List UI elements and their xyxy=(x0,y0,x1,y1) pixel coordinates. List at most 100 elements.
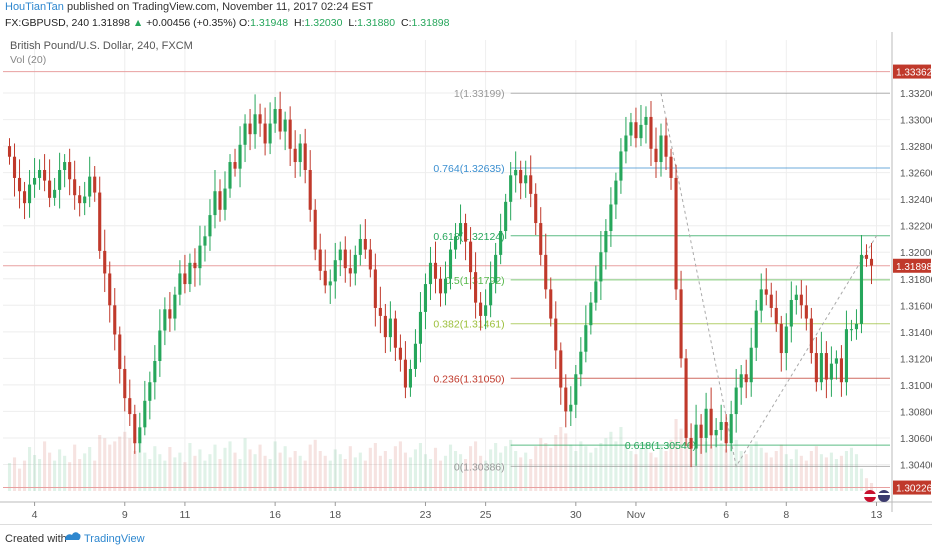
price-tag-label: 1.33362 xyxy=(896,68,932,79)
price-tick-label: 1.31600 xyxy=(900,301,932,312)
candle-body xyxy=(774,307,778,324)
candle-body xyxy=(328,281,332,286)
volume-bar xyxy=(539,438,543,491)
candle-body xyxy=(183,273,187,285)
candle-body xyxy=(574,374,578,405)
volume-bar xyxy=(699,435,703,491)
volume-bar xyxy=(714,438,718,491)
author-link[interactable]: HouTianTan xyxy=(5,1,64,13)
high-label: H: xyxy=(293,17,305,29)
candle-body xyxy=(128,398,132,415)
candle-body xyxy=(248,123,252,135)
price-tick-label: 1.32200 xyxy=(900,222,932,233)
fib-trend-line xyxy=(660,93,877,468)
price-tick-label: 1.31000 xyxy=(900,381,932,392)
volume-bar xyxy=(398,441,402,491)
volume-bar xyxy=(544,443,548,491)
candle-body xyxy=(549,289,553,319)
volume-bar xyxy=(749,446,753,491)
volume-bar xyxy=(263,455,267,491)
candle-body xyxy=(594,281,598,303)
candle-body xyxy=(504,201,508,232)
volume-bar xyxy=(679,428,683,491)
high-value: 1.32030 xyxy=(304,17,343,29)
volume-bar xyxy=(469,446,473,491)
price-tick-label: 1.32800 xyxy=(900,142,932,153)
time-tick-label: 9 xyxy=(122,509,128,521)
time-tick-label: 11 xyxy=(179,509,190,521)
candle-body xyxy=(804,305,808,319)
candle-body xyxy=(378,307,382,316)
volume-bar xyxy=(98,435,102,491)
candle-body xyxy=(559,350,563,388)
fibonacci-retracement[interactable]: 1(1.33199) 0.764(1.32635) 0.618(1.32124) 0.… xyxy=(433,88,890,473)
volume-bar xyxy=(844,451,848,491)
volume-bar xyxy=(368,447,372,491)
candle-body xyxy=(428,262,433,285)
candle-body xyxy=(403,359,407,388)
volume-bar xyxy=(819,454,823,491)
candle-body xyxy=(203,236,207,246)
candle-body xyxy=(193,262,197,269)
volume-bar xyxy=(779,444,783,491)
volume-bar xyxy=(403,452,407,491)
volume-bar xyxy=(869,483,874,491)
volume-bar xyxy=(864,478,869,491)
volume-bar xyxy=(599,443,603,491)
volume-bar xyxy=(203,460,207,491)
uk-flag-stripe xyxy=(864,494,876,497)
candle-body xyxy=(103,250,107,274)
candle-body xyxy=(63,162,67,170)
fib-level-label: 0.236(1.31050) xyxy=(433,373,504,385)
candle-body xyxy=(113,305,117,335)
close-label: C: xyxy=(401,17,412,29)
volume-bar xyxy=(258,444,262,491)
fib-level-label: 0(1.30386) xyxy=(454,461,505,473)
volume-bar xyxy=(789,459,793,491)
candle-body xyxy=(499,231,503,255)
volume-bar xyxy=(724,449,728,491)
candle-body xyxy=(393,318,397,348)
candle-body xyxy=(198,245,202,269)
time-tick-label: 23 xyxy=(420,509,432,521)
candle-body xyxy=(784,326,788,354)
price-chart[interactable]: 1(1.33199) 0.764(1.32635) 0.618(1.32124) 0.… xyxy=(0,32,932,524)
volume-bar xyxy=(644,443,648,491)
time-tick-label: 25 xyxy=(480,509,492,521)
candle-body xyxy=(243,123,247,145)
candle-body xyxy=(609,204,613,232)
candle-body xyxy=(268,123,272,144)
volume-bar xyxy=(569,444,573,491)
candle-body xyxy=(859,254,864,324)
candle-body xyxy=(333,260,337,282)
candle-body xyxy=(163,309,167,331)
candle-body xyxy=(684,358,688,438)
candle-body xyxy=(388,318,392,338)
volume-bar xyxy=(93,460,97,491)
candle-body xyxy=(238,144,242,169)
tradingview-link[interactable]: TradingView xyxy=(84,533,145,545)
volume-bar xyxy=(448,444,453,491)
candle-body xyxy=(343,249,347,269)
candle-body xyxy=(12,156,17,178)
chart-title: British Pound/U.S. Dollar, 240, FXCM xyxy=(10,40,193,52)
volume-bar xyxy=(649,452,653,491)
volume-bar xyxy=(574,451,578,491)
candle-body xyxy=(168,309,172,319)
candle-body xyxy=(173,294,177,319)
volume-bar xyxy=(794,449,798,491)
volume-bar xyxy=(669,439,673,491)
volume-bar xyxy=(433,447,438,491)
candle-body xyxy=(43,169,47,181)
volume-bar xyxy=(519,457,523,491)
low-value: 1.31880 xyxy=(357,17,396,29)
volume-bar xyxy=(659,446,663,491)
candle-body xyxy=(17,177,22,192)
volume-bar xyxy=(458,454,463,491)
volume-bar xyxy=(73,444,77,491)
price-tag xyxy=(893,480,931,495)
tradingview-logo-icon xyxy=(65,532,81,540)
volume-bar xyxy=(383,451,387,491)
volume-bar xyxy=(418,443,423,491)
candle-body xyxy=(704,408,708,438)
